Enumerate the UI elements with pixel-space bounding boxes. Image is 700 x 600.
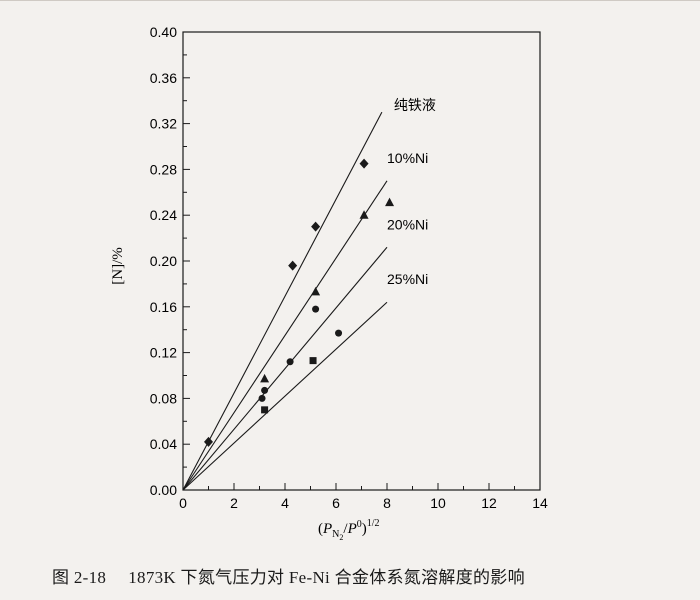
fit-line: [182, 180, 388, 491]
x-tick-label: 0: [179, 495, 187, 511]
x-tick-label: 4: [281, 495, 289, 511]
circle-marker: [312, 305, 320, 313]
caption-number: 图 2-18: [52, 568, 107, 587]
y-tick-label: 0.16: [150, 299, 177, 315]
x-axis-label: (PN2/P0)1/2: [318, 518, 380, 542]
y-tick-label: 0.28: [150, 161, 177, 177]
diamond-marker: [288, 260, 298, 271]
x-tick-label: 10: [430, 495, 446, 511]
y-tick-label: 0.12: [150, 345, 177, 361]
fit-line: [182, 301, 388, 491]
figure-caption: 图 2-18 1873K 下氮气压力对 Fe-Ni 合金体系氮溶解度的影响: [52, 563, 525, 588]
triangle-marker: [260, 373, 270, 383]
triangle-marker: [385, 197, 395, 207]
y-tick-label: 0.08: [150, 390, 177, 406]
fit-line: [182, 111, 383, 491]
chart: 0.00 0.04 0.08 0.12 0.16 0.20 0.24 0.28 0.32 0.36…: [110, 24, 548, 542]
caption-text: 1873K 下氮气压力对 Fe-Ni 合金体系氮溶解度的影响: [128, 568, 525, 587]
circle-marker: [258, 394, 266, 402]
circle-marker: [261, 386, 269, 394]
triangle-marker: [311, 286, 321, 296]
y-tick-label: 0.36: [150, 70, 177, 86]
line-label: 纯铁液: [394, 97, 436, 113]
y-axis-label: [N]/%: [110, 247, 126, 285]
plot-frame: [182, 31, 541, 491]
line-label: 10%Ni: [387, 150, 428, 166]
diamond-marker: [359, 158, 369, 169]
line-label: 25%Ni: [387, 271, 428, 287]
y-tick-label: 0.32: [150, 116, 177, 132]
y-tick-label: 0.24: [150, 207, 177, 223]
top-border-line: [0, 0, 700, 1]
triangle-marker: [359, 210, 369, 219]
diamond-marker: [311, 221, 321, 232]
y-tick-label: 0.04: [150, 436, 177, 452]
line-label: 20%Ni: [387, 216, 428, 232]
x-tick-label: 12: [481, 495, 497, 511]
y-tick-label: 0.00: [150, 482, 177, 498]
circle-marker: [335, 329, 343, 337]
square-marker: [309, 357, 317, 365]
circle-marker: [286, 358, 294, 366]
x-tick-label: 2: [230, 495, 238, 511]
x-tick-label: 8: [383, 495, 391, 511]
fit-line: [182, 246, 388, 491]
x-tick-label: 6: [332, 495, 340, 511]
y-tick-label: 0.20: [150, 253, 177, 269]
y-tick-label: 0.40: [150, 24, 177, 40]
x-tick-label: 14: [532, 495, 548, 511]
diamond-marker: [204, 436, 213, 447]
square-marker: [261, 406, 269, 414]
